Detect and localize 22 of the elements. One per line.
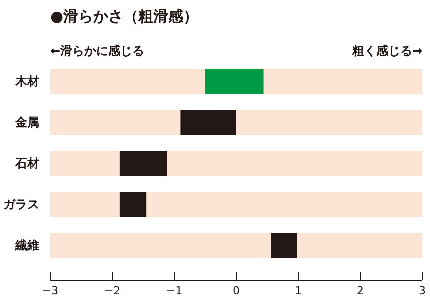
bar [50,232,422,258]
bar [206,69,264,94]
bar [120,192,147,218]
x-tick-label: 2 [357,284,364,297]
text: 粗く感じる→ [351,44,423,58]
y-tick-label: ガラス [4,198,40,212]
y-tick-label: 石材 [14,156,40,171]
bar [271,232,298,258]
chart-title: ●滑らかさ（粗滑感） [50,8,199,26]
x-tick-label: 3 [419,284,426,297]
y-tick-label: 繊維 [14,238,40,253]
x-tick-label: −1 [166,284,183,297]
bar [50,192,422,218]
x-tick-label: 1 [295,284,302,297]
bar [120,150,168,176]
text: ←滑らかに感じる [50,44,145,58]
y-tick-label: 木材 [14,74,40,89]
y-tick-label: 金属 [14,116,40,130]
x-tick-label: 0 [233,284,240,297]
x-tick-label: −3 [42,284,59,297]
bar [180,110,236,136]
x-tick-label: −2 [104,284,121,297]
